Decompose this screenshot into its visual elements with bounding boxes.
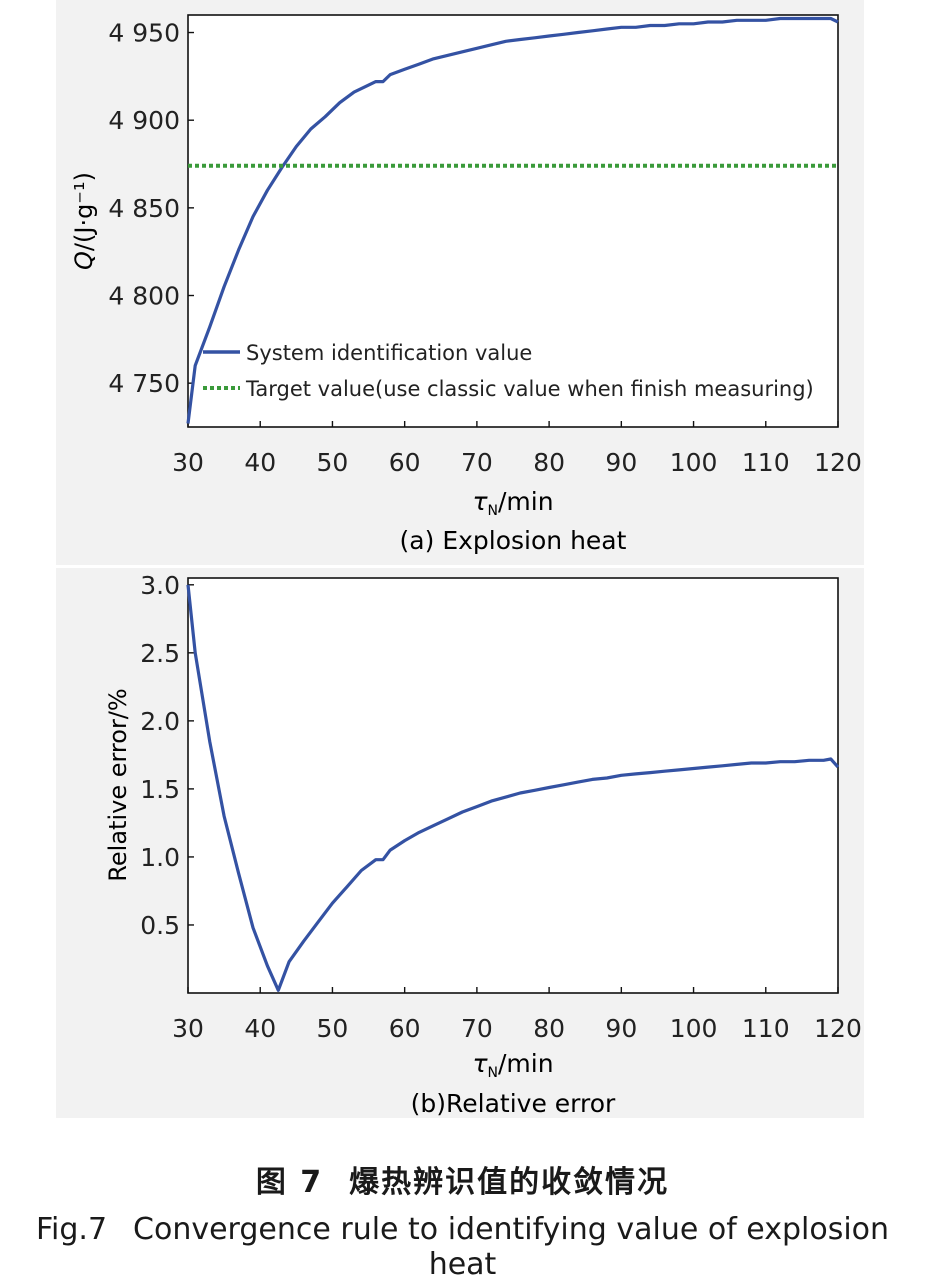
plot-a-x-tick-label: 80 (533, 448, 565, 477)
figure-caption-chinese: 图 7 爆热辨识值的收敛情况 (0, 1157, 925, 1201)
plot-a-x-axis-label: τN/min (472, 487, 553, 519)
figure-title-cn: 爆热辨识值的收敛情况 (349, 1165, 670, 1200)
figure-canvas: 30 40 50 60 70 80 90 100 110 120 4 750 4 800 4 850 4 … (56, 0, 864, 1118)
plot-b-x-tick-label: 80 (533, 1014, 565, 1043)
x-label-symbol: τ (472, 1049, 488, 1078)
plot-a-subtitle: (a) Explosion heat (400, 526, 627, 555)
plot-b-ticks: 30 40 50 60 70 80 90 100 110 120 0.5 1.0 1.5 2.0 2.5 3.… (140, 571, 862, 1043)
plot-b-y-tick-label: 1.0 (140, 843, 180, 872)
plot-a-frame (187, 14, 839, 428)
panel-b-relative-error: 30 40 50 60 70 80 90 100 110 120 0.5 1.0 1.5 2.0 2.5 3.… (56, 568, 864, 1118)
y-label-symbol: Q (70, 251, 98, 270)
plot-b-frame (187, 577, 839, 994)
legend-label-target: Target value(use classic value when fini… (245, 377, 814, 401)
panel-a-explosion-heat: 30 40 50 60 70 80 90 100 110 120 4 750 4 800 4 850 4 … (56, 0, 864, 565)
plot-b-y-tick-label: 2.0 (140, 707, 180, 736)
x-label-unit: /min (498, 1049, 554, 1078)
plot-a-y-tick-label: 4 900 (108, 106, 180, 135)
plot-b-y-tick-label: 0.5 (140, 911, 180, 940)
plot-a-y-tick-label: 4 950 (108, 19, 180, 48)
plot-a-x-tick-label: 120 (814, 448, 862, 477)
plot-a-series-curve (186, 16, 839, 424)
plot-a-y-axis-label: Q/(J·g⁻¹) (70, 172, 98, 270)
figure-caption-english: Fig.7 Convergence rule to identifying val… (0, 1212, 925, 1282)
figure-number-en: Fig.7 (35, 1212, 108, 1247)
plot-a-series (186, 16, 839, 424)
legend-label-system-identification: System identification value (246, 341, 532, 365)
x-label-unit: /min (498, 487, 554, 516)
plot-b-x-tick-label: 110 (742, 1014, 790, 1043)
plot-b-x-tick-label: 50 (317, 1014, 349, 1043)
plot-b-x-tick-label: 120 (814, 1014, 862, 1043)
plot-a-y-tick-label: 4 800 (108, 282, 180, 311)
plot-a-x-tick-label: 60 (389, 448, 421, 477)
plot-a-legend: System identification value Target value(… (203, 341, 814, 401)
plot-b-x-tick-label: 100 (670, 1014, 718, 1043)
plot-a-ticks: 30 40 50 60 70 80 90 100 110 120 4 750 4 800 4 850 4 … (108, 19, 861, 477)
figure-title-en: Convergence rule to identifying value of… (133, 1212, 890, 1282)
plot-a-x-tick-label: 90 (605, 448, 637, 477)
plot-b-y-tick-label: 3.0 (140, 571, 180, 600)
plot-a-y-tick-label: 4 750 (108, 369, 180, 398)
plot-a-x-tick-label: 30 (172, 448, 204, 477)
plot-b-x-tick-label: 70 (461, 1014, 493, 1043)
plot-b-x-tick-label: 90 (605, 1014, 637, 1043)
plot-b-subtitle: (b)Relative error (411, 1089, 616, 1118)
x-label-subscript: N (488, 1065, 498, 1081)
plot-b-y-axis-label: Relative error/% (104, 688, 132, 881)
y-label-unit: /(J·g⁻¹) (70, 172, 98, 251)
plot-a-x-tick-label: 100 (670, 448, 718, 477)
plot-b-series-curve (186, 584, 840, 992)
x-label-symbol: τ (472, 487, 488, 516)
plot-a-x-tick-label: 110 (742, 448, 790, 477)
plot-a-y-tick-label: 4 850 (108, 194, 180, 223)
plot-b-x-axis-label: τN/min (472, 1049, 553, 1081)
x-label-subscript: N (488, 503, 498, 519)
plot-b-y-tick-label: 1.5 (140, 775, 180, 804)
plot-a-x-tick-label: 70 (461, 448, 493, 477)
plot-a-x-tick-label: 50 (317, 448, 349, 477)
plot-a-x-tick-label: 40 (244, 448, 276, 477)
plot-b-series (186, 584, 840, 992)
plot-b-y-tick-label: 2.5 (140, 639, 180, 668)
plot-b-x-tick-label: 30 (172, 1014, 204, 1043)
plot-b-x-tick-label: 40 (244, 1014, 276, 1043)
plot-b-x-tick-label: 60 (389, 1014, 421, 1043)
figure-number-cn: 图 7 (255, 1165, 324, 1200)
